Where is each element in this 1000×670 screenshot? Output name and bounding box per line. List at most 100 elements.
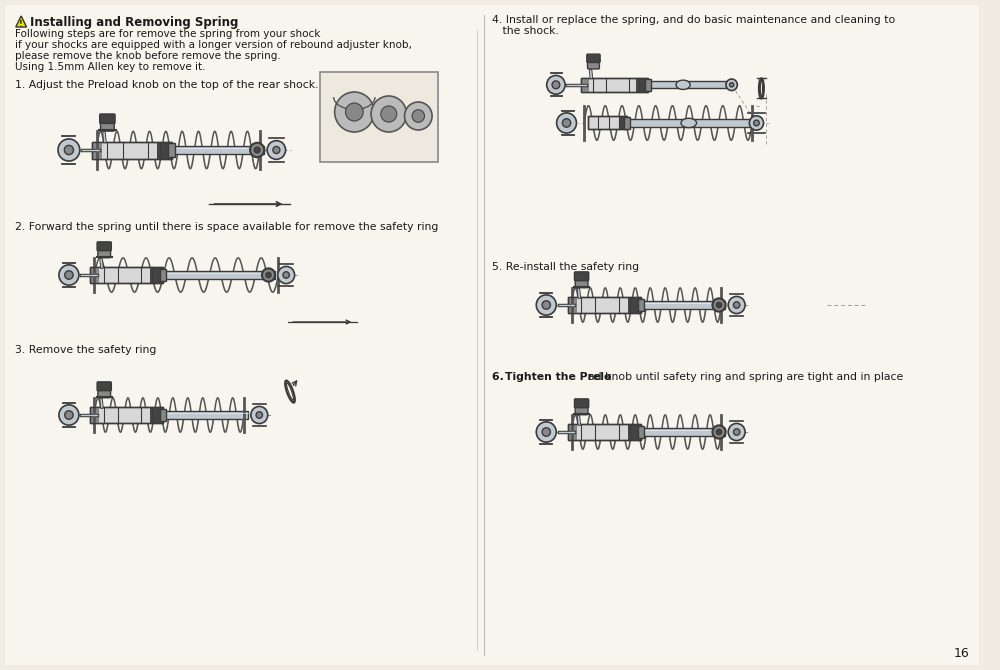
- Bar: [568, 297, 641, 313]
- Circle shape: [405, 102, 432, 130]
- FancyBboxPatch shape: [575, 277, 588, 287]
- Text: !: !: [19, 19, 23, 29]
- Circle shape: [267, 141, 286, 159]
- Bar: [90, 407, 163, 423]
- Text: if your shocks are equipped with a longer version of rebound adjuster knob,: if your shocks are equipped with a longe…: [15, 40, 412, 50]
- Circle shape: [542, 427, 550, 436]
- Bar: [163, 271, 275, 279]
- Text: 6.: 6.: [492, 372, 508, 382]
- Bar: [638, 425, 644, 438]
- Bar: [568, 424, 641, 440]
- Bar: [90, 407, 163, 423]
- Circle shape: [552, 81, 560, 88]
- Bar: [645, 79, 651, 90]
- Bar: [568, 297, 577, 313]
- Bar: [92, 141, 172, 159]
- Circle shape: [59, 265, 79, 285]
- Circle shape: [278, 267, 295, 283]
- Circle shape: [712, 425, 726, 439]
- Circle shape: [254, 147, 260, 153]
- Circle shape: [412, 110, 425, 123]
- Bar: [172, 146, 264, 154]
- Text: please remove the knob before remove the spring.: please remove the knob before remove the…: [15, 51, 281, 61]
- Circle shape: [542, 301, 550, 310]
- Circle shape: [251, 407, 268, 423]
- Text: 3. Remove the safety ring: 3. Remove the safety ring: [15, 345, 156, 355]
- Circle shape: [345, 103, 363, 121]
- Circle shape: [547, 76, 565, 94]
- Circle shape: [726, 79, 737, 90]
- Circle shape: [733, 302, 740, 308]
- Bar: [568, 424, 577, 440]
- Bar: [568, 297, 641, 313]
- FancyBboxPatch shape: [574, 272, 589, 281]
- Circle shape: [712, 298, 726, 312]
- Circle shape: [65, 411, 73, 419]
- Circle shape: [749, 116, 764, 130]
- Ellipse shape: [676, 80, 690, 90]
- Bar: [628, 297, 641, 313]
- Bar: [619, 117, 627, 129]
- Bar: [150, 407, 163, 423]
- Circle shape: [381, 106, 397, 122]
- FancyBboxPatch shape: [587, 54, 600, 62]
- FancyBboxPatch shape: [575, 404, 588, 415]
- FancyBboxPatch shape: [588, 59, 599, 69]
- Circle shape: [536, 295, 556, 315]
- Polygon shape: [16, 16, 27, 27]
- Circle shape: [371, 96, 406, 132]
- Circle shape: [266, 272, 271, 277]
- FancyBboxPatch shape: [98, 387, 111, 398]
- Bar: [168, 143, 175, 157]
- Text: the shock.: the shock.: [492, 26, 559, 36]
- Bar: [648, 81, 726, 88]
- FancyBboxPatch shape: [101, 120, 114, 131]
- Bar: [90, 267, 163, 283]
- Circle shape: [728, 423, 745, 441]
- Circle shape: [59, 405, 79, 425]
- FancyBboxPatch shape: [98, 247, 111, 258]
- Circle shape: [283, 272, 289, 278]
- Circle shape: [64, 145, 73, 155]
- Circle shape: [716, 302, 722, 308]
- Bar: [627, 119, 751, 127]
- Circle shape: [557, 113, 576, 133]
- FancyBboxPatch shape: [97, 242, 111, 251]
- Text: 16: 16: [954, 647, 969, 660]
- Bar: [92, 141, 102, 159]
- Bar: [638, 299, 644, 312]
- Text: Tighten the Prelo: Tighten the Prelo: [505, 372, 611, 382]
- Bar: [581, 78, 648, 92]
- Text: 4. Install or replace the spring, and do basic maintenance and cleaning to: 4. Install or replace the spring, and do…: [492, 15, 895, 25]
- Circle shape: [754, 120, 759, 126]
- FancyBboxPatch shape: [97, 382, 111, 391]
- Bar: [588, 117, 627, 129]
- Bar: [90, 407, 99, 423]
- Bar: [150, 267, 163, 283]
- Bar: [320, 72, 438, 162]
- Circle shape: [730, 82, 734, 87]
- Text: Installing and Removing Spring: Installing and Removing Spring: [30, 16, 238, 29]
- Bar: [588, 117, 627, 129]
- Bar: [90, 267, 99, 283]
- FancyBboxPatch shape: [574, 399, 589, 408]
- Circle shape: [335, 92, 374, 132]
- Text: 5. Re-install the safety ring: 5. Re-install the safety ring: [492, 262, 639, 272]
- Text: 2. Forward the spring until there is space available for remove the safety ring: 2. Forward the spring until there is spa…: [15, 222, 438, 232]
- Circle shape: [733, 429, 740, 436]
- Bar: [160, 269, 166, 281]
- Bar: [92, 141, 172, 159]
- Circle shape: [562, 119, 571, 127]
- Bar: [90, 267, 163, 283]
- Bar: [568, 424, 641, 440]
- Bar: [624, 117, 630, 129]
- Bar: [641, 301, 725, 309]
- FancyBboxPatch shape: [5, 5, 979, 665]
- Circle shape: [728, 296, 745, 314]
- FancyBboxPatch shape: [100, 114, 115, 123]
- Bar: [628, 424, 641, 440]
- Bar: [641, 428, 725, 436]
- Text: Following steps are for remove the spring from your shock: Following steps are for remove the sprin…: [15, 29, 320, 39]
- Text: ad knob until safety ring and spring are tight and in place: ad knob until safety ring and spring are…: [588, 372, 903, 382]
- Bar: [163, 411, 248, 419]
